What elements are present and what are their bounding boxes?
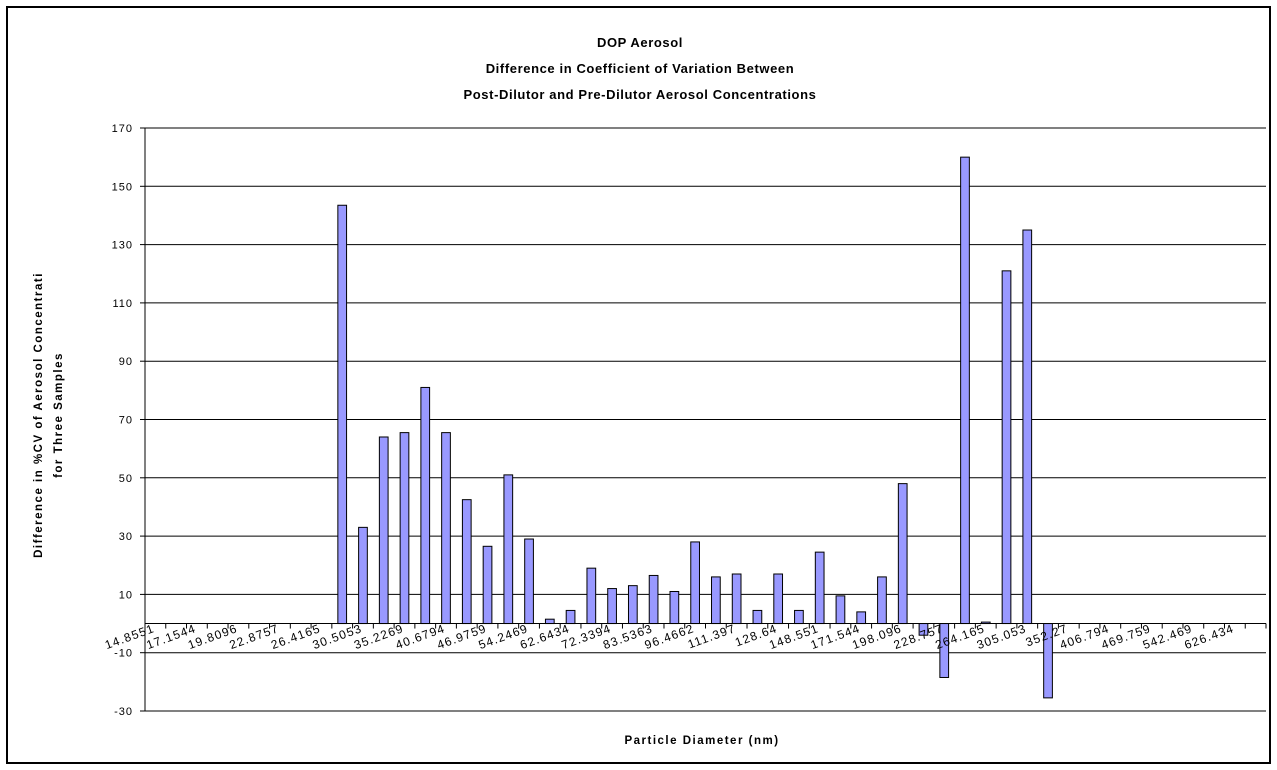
title-line-3: Post-Dilutor and Pre-Dilutor Aerosol Con… [464, 87, 817, 102]
bar [524, 538, 534, 625]
x-tick-labels: 14.855117.154419.809622.875726.416530.50… [103, 621, 1236, 652]
bars [337, 156, 1053, 699]
bar [794, 609, 804, 625]
x-axis-title: Particle Diameter (nm) [624, 735, 779, 747]
bar [461, 499, 472, 625]
bar [399, 432, 410, 625]
bar [897, 483, 908, 625]
y-axis-title-line-1: Difference in %CV of Aerosol Concentrati [33, 272, 45, 558]
y-tick-label: 130 [112, 240, 133, 252]
bar [503, 474, 514, 625]
y-tick-label: 10 [119, 589, 133, 601]
bar [482, 545, 493, 625]
y-axis-title-line-2: for Three Samples [53, 352, 65, 478]
bar [690, 541, 700, 625]
bar [627, 585, 638, 625]
gridlines [140, 127, 1266, 712]
y-tick-label: -10 [114, 648, 133, 660]
bar [960, 156, 970, 625]
bar [586, 567, 597, 625]
bar [648, 574, 659, 625]
bar [711, 576, 721, 625]
y-tick-label: -30 [114, 706, 133, 718]
bar [337, 204, 348, 625]
bar [877, 576, 887, 625]
x-tick-label: 111.397 [686, 621, 738, 651]
bar [420, 386, 431, 625]
bar [441, 432, 451, 625]
y-axis-title: Difference in %CV of Aerosol Concentrati… [33, 272, 65, 558]
y-tick-label: 90 [119, 356, 133, 368]
chart-title: DOP Aerosol Difference in Coefficient of… [464, 35, 817, 102]
axes [144, 128, 1267, 711]
bar [856, 611, 867, 625]
y-tick-labels: 170 150 130 110 90 70 50 30 10 -10 -30 [112, 123, 133, 718]
bar [835, 595, 846, 625]
bar [565, 609, 576, 625]
bar [814, 551, 825, 625]
title-line-2: Difference in Coefficient of Variation B… [486, 61, 795, 76]
title-line-1: DOP Aerosol [597, 35, 683, 50]
bar [1022, 229, 1033, 625]
y-tick-label: 150 [112, 181, 133, 193]
y-tick-label: 30 [119, 531, 133, 543]
bar [544, 618, 555, 625]
bar [773, 573, 784, 625]
bar [358, 526, 368, 625]
y-tick-label: 70 [119, 415, 133, 427]
bar [669, 590, 680, 625]
chart-frame [6, 6, 1271, 764]
bar [1001, 270, 1012, 625]
y-tick-label: 110 [112, 298, 133, 310]
bar [752, 609, 763, 625]
y-tick-label: 50 [119, 473, 133, 485]
y-tick-label: 170 [112, 123, 133, 135]
bar [378, 436, 389, 625]
bar [607, 588, 617, 625]
bar [731, 573, 742, 625]
